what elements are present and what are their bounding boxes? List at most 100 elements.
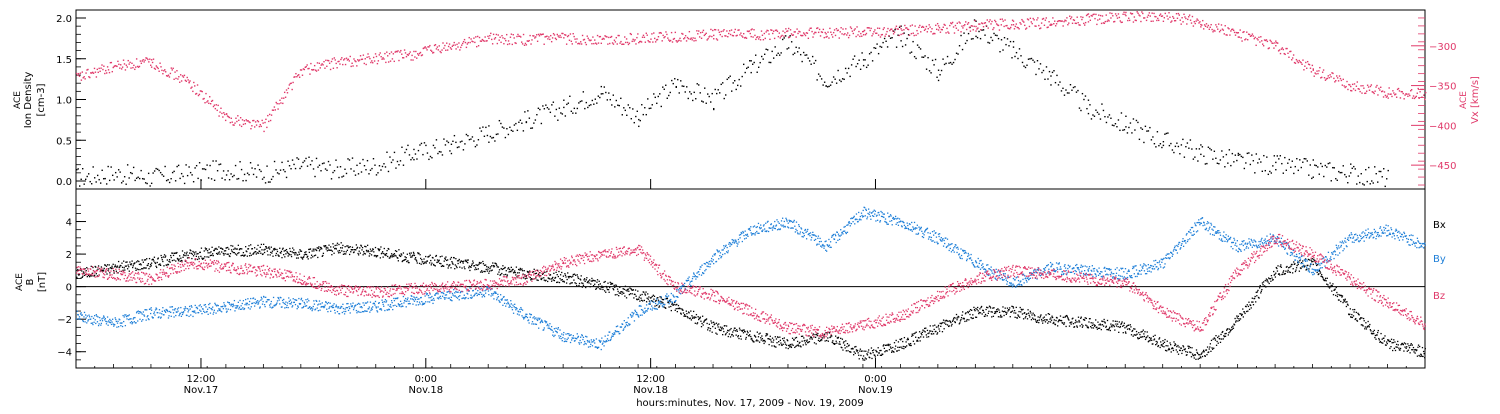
bottom-data-point-bx <box>1277 265 1278 266</box>
top-data-point-vx <box>98 72 99 73</box>
bottom-data-point-bx <box>459 259 460 260</box>
bottom-data-point-bx <box>846 350 847 351</box>
top-data-point-vx <box>650 38 651 39</box>
bottom-data-point-bx <box>931 333 932 334</box>
bottom-data-point-bx <box>530 279 531 280</box>
bottom-data-point-bx <box>892 350 893 351</box>
top-data-point-vx <box>1134 16 1135 17</box>
top-data-point-ion-density <box>338 177 339 178</box>
top-data-point-ion-density <box>987 42 988 43</box>
top-data-point-vx <box>1043 18 1044 19</box>
bottom-data-point-bx <box>146 267 147 268</box>
bottom-data-point-bx <box>600 289 601 290</box>
bottom-data-point-bx <box>576 285 577 286</box>
top-data-point-vx <box>1362 85 1363 86</box>
bottom-data-point-bx <box>129 261 130 262</box>
bottom-data-point-bx <box>1237 317 1238 318</box>
bottom-data-point-bx <box>173 255 174 256</box>
bottom-data-point-bx <box>1124 327 1125 328</box>
bottom-data-point-bx <box>1409 352 1410 353</box>
bottom-data-point-bx <box>1360 317 1361 318</box>
top-data-point-vx <box>253 120 254 121</box>
top-data-point-vx <box>1215 24 1216 25</box>
bottom-data-point-bx <box>939 331 940 332</box>
bottom-data-point-bx <box>640 295 641 296</box>
bottom-data-point-bx <box>859 358 860 359</box>
top-data-point-ion-density <box>398 164 399 165</box>
bottom-data-point-bx <box>918 337 919 338</box>
top-data-point-vx <box>607 43 608 44</box>
top-data-point-vx <box>350 66 351 67</box>
bottom-data-point-bx <box>623 288 624 289</box>
top-data-point-vx <box>330 69 331 70</box>
top-data-point-vx <box>250 128 251 129</box>
top-data-point-vx <box>289 84 290 85</box>
bottom-data-point-bx <box>935 331 936 332</box>
top-data-point-vx <box>1156 20 1157 21</box>
bottom-data-point-bx <box>158 257 159 258</box>
bottom-data-point-bx <box>892 347 893 348</box>
bottom-data-point-bx <box>1242 308 1243 309</box>
top-data-point-vx <box>260 124 261 125</box>
bottom-data-point-bx <box>1052 317 1053 318</box>
top-data-point-vx <box>1275 40 1276 41</box>
top-data-point-vx <box>270 120 271 121</box>
bottom-data-point-bx <box>1247 304 1248 305</box>
top-data-point-ion-density <box>1137 122 1138 123</box>
top-data-point-ion-density <box>1172 149 1173 150</box>
bottom-data-point-bx <box>244 254 245 255</box>
bottom-data-point-bx <box>1380 333 1381 334</box>
top-data-point-vx <box>410 59 411 60</box>
top-data-point-vx <box>1300 62 1301 63</box>
top-data-point-vx <box>988 21 989 22</box>
top-data-point-vx <box>713 35 714 36</box>
top-data-point-ion-density <box>665 85 666 86</box>
top-data-point-ion-density <box>1023 65 1024 66</box>
bottom-data-point-bx <box>1317 272 1318 273</box>
top-data-point-ion-density <box>947 56 948 57</box>
top-data-point-ion-density <box>1119 130 1120 131</box>
bottom-data-point-bx <box>612 283 613 284</box>
top-data-point-ion-density <box>244 174 245 175</box>
bottom-data-point-bx <box>760 337 761 338</box>
bottom-data-point-bx <box>1034 315 1035 316</box>
bottom-data-point-bx <box>394 253 395 254</box>
bottom-data-point-bx <box>554 280 555 281</box>
bottom-data-point-bx <box>321 248 322 249</box>
bottom-data-point-bx <box>896 340 897 341</box>
top-data-point-ion-density <box>1035 74 1036 75</box>
bottom-data-point-by <box>92 324 93 325</box>
bottom-data-point-bx <box>225 250 226 251</box>
bottom-data-point-bx <box>1285 271 1286 272</box>
top-data-point-ion-density <box>1272 165 1273 166</box>
bottom-data-point-bx <box>1162 340 1163 341</box>
bottom-data-point-bx <box>595 280 596 281</box>
top-data-point-ion-density <box>840 81 841 82</box>
bottom-data-point-bx <box>413 252 414 253</box>
bottom-data-point-bx <box>235 253 236 254</box>
top-data-point-ion-density <box>1028 59 1029 60</box>
top-data-point-ion-density <box>906 38 907 39</box>
bottom-data-point-bx <box>1105 322 1106 323</box>
top-data-point-vx <box>1079 24 1080 25</box>
top-data-point-vx <box>1016 23 1017 24</box>
bottom-data-point-bx <box>362 254 363 255</box>
top-data-point-vx <box>1158 20 1159 21</box>
bottom-data-point-bx <box>777 337 778 338</box>
top-data-point-ion-density <box>1215 158 1216 159</box>
top-data-point-ion-density <box>277 172 278 173</box>
top-data-point-vx <box>1315 73 1316 74</box>
top-data-point-ion-density <box>311 160 312 161</box>
top-data-point-vx <box>734 32 735 33</box>
bottom-data-point-bx <box>964 318 965 319</box>
bottom-data-point-bx <box>418 253 419 254</box>
top-data-point-vx <box>1324 77 1325 78</box>
top-data-point-ion-density <box>1223 156 1224 157</box>
bottom-data-point-bx <box>1188 348 1189 349</box>
top-data-point-vx <box>731 29 732 30</box>
bottom-data-point-bx <box>1311 260 1312 261</box>
bottom-data-point-bx <box>665 308 666 309</box>
bottom-data-point-bx <box>1422 356 1423 357</box>
top-data-point-vx <box>830 32 831 33</box>
bottom-data-point-bx <box>1377 332 1378 333</box>
